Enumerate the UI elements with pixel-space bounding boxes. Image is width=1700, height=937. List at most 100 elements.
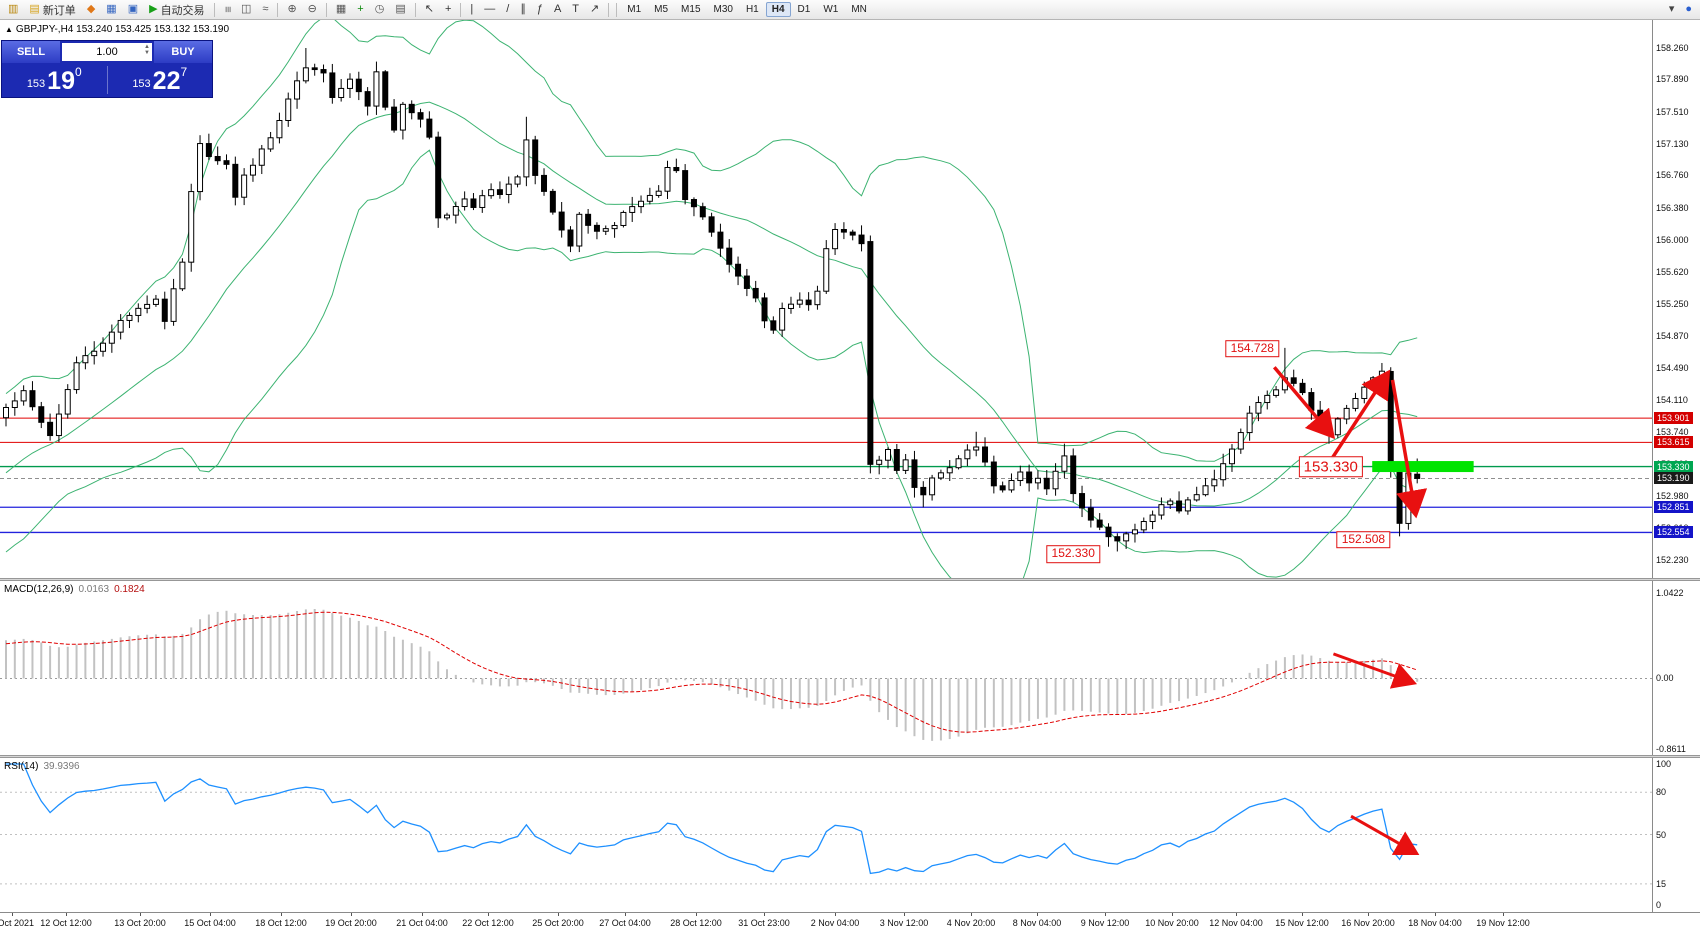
text-icon: A	[553, 3, 562, 15]
time-tick	[904, 913, 905, 916]
time-tick	[764, 913, 765, 916]
time-label: 21 Oct 04:00	[396, 918, 448, 928]
navigator-icon[interactable]: ▣	[123, 1, 143, 18]
price-tick-label: 157.510	[1656, 106, 1689, 117]
price-tick-label: 155.620	[1656, 267, 1689, 278]
compass-icon: ◆	[86, 3, 96, 15]
new-order-button-label: 新订单	[42, 4, 76, 17]
time-tick	[1503, 913, 1504, 916]
timeframe-h4[interactable]: H4	[765, 2, 791, 17]
panel-splitter[interactable]	[0, 578, 1700, 581]
panel-splitter[interactable]	[0, 755, 1700, 758]
new-order-button[interactable]: ▤ 新订单	[24, 1, 80, 18]
time-tick	[140, 913, 141, 916]
indicators-icon[interactable]: +	[352, 1, 368, 18]
time-axis[interactable]: 1 Oct 2021 12 Oct 12:00 13 Oct 20:00 15 Oct…	[0, 912, 1700, 937]
price-tick-label: 156.760	[1656, 170, 1689, 181]
horizontal-line-icon[interactable]: —	[479, 1, 500, 18]
timeframe-w1[interactable]: W1	[823, 4, 839, 15]
candlestick-icon[interactable]: ◫	[236, 1, 256, 18]
timeframe-m1[interactable]: M1	[627, 4, 642, 15]
time-label: 8 Nov 04:00	[1012, 918, 1062, 928]
toolbar-separator	[325, 2, 327, 17]
templates-icon[interactable]: ▤	[390, 1, 410, 18]
vertical-line-icon[interactable]: |	[465, 1, 478, 18]
periods-icon[interactable]: ◷	[370, 1, 390, 18]
timeframe-m5[interactable]: M5	[654, 4, 669, 15]
timeframe-m15[interactable]: M15	[681, 4, 701, 15]
trendline-icon[interactable]: /	[501, 1, 514, 18]
spinner-up-icon[interactable]: ▲	[144, 44, 150, 50]
main-chart-panel[interactable]: ▲ GBPJPY-,H4 153.240 153.425 153.132 153.…	[0, 20, 1700, 578]
trendline-icon: /	[506, 3, 510, 15]
time-label: 18 Oct 12:00	[255, 918, 307, 928]
bar-chart-icon[interactable]: ≡	[219, 1, 235, 18]
time-label: 12 Oct 12:00	[40, 918, 92, 928]
channel-icon[interactable]: ∥	[515, 1, 531, 18]
rsi-indicator-chart[interactable]	[0, 758, 1652, 912]
time-tick	[12, 913, 13, 916]
time-label: 9 Nov 12:00	[1080, 918, 1130, 928]
autotrade-button[interactable]: ▶ 自动交易	[144, 1, 209, 18]
sell-button[interactable]: SELL	[2, 41, 60, 63]
time-label: 3 Nov 12:00	[879, 918, 929, 928]
rsi-tick-label: 50	[1656, 829, 1667, 840]
price-tick-label: 152.230	[1656, 554, 1689, 565]
macd-annotation-arrow	[1332, 652, 1418, 689]
label-icon[interactable]: T	[567, 1, 584, 18]
level-lines	[0, 417, 1652, 534]
dropdown-icon[interactable]: ▾	[1668, 3, 1675, 15]
time-label: 27 Oct 04:00	[599, 918, 651, 928]
community-icon[interactable]: ●	[1685, 3, 1692, 15]
market-watch-icon[interactable]: ▦	[101, 1, 121, 18]
text-icon[interactable]: A	[549, 1, 566, 18]
bid-prefix: 153	[26, 78, 46, 90]
macd-indicator-chart[interactable]	[0, 581, 1652, 755]
rsi-panel[interactable]: RSI(14) 39.9396 100 80 50 15 0	[0, 758, 1700, 912]
crosshair-icon[interactable]: +	[440, 1, 456, 18]
macd-panel[interactable]: MACD(12,26,9) 0.0163 0.1824 1.0422 0.00 -0.8…	[0, 581, 1700, 755]
ask-prefix: 153	[132, 78, 151, 90]
line-chart-icon[interactable]: ≈	[257, 1, 273, 18]
volume-input[interactable]: 1.00 ▲ ▼	[62, 43, 152, 61]
navigator-icon: ▣	[127, 3, 139, 15]
rsi-value: 39.9396	[43, 761, 80, 772]
buy-button[interactable]: BUY	[154, 41, 212, 63]
rsi-axis[interactable]: 100 80 50 15 0	[1652, 758, 1700, 912]
candlestick-icon: ◫	[240, 3, 252, 15]
tile-windows-icon[interactable]: ▦	[331, 1, 351, 18]
zoom-out-icon[interactable]: ⊖	[303, 1, 322, 18]
bid-ask-divider	[106, 66, 108, 94]
toolbar-separator	[608, 2, 610, 17]
arrows-icon[interactable]: ↗	[585, 1, 604, 18]
compass-icon[interactable]: ◆	[82, 1, 100, 18]
time-label: 15 Oct 04:00	[184, 918, 236, 928]
price-tick-label: 155.250	[1656, 298, 1689, 309]
candles-group	[3, 48, 1421, 552]
price-axis[interactable]: 158.260 157.890 157.510 157.130 156.760 156.3…	[1652, 20, 1700, 578]
time-label: 10 Nov 20:00	[1145, 918, 1199, 928]
new-chart-icon[interactable]: ▥	[3, 1, 23, 18]
macd-axis[interactable]: 1.0422 0.00 -0.8611	[1652, 581, 1700, 755]
symbol-ohlc-line: ▲ GBPJPY-,H4 153.240 153.425 153.132 153.…	[5, 24, 229, 35]
volume-value: 1.00	[96, 46, 118, 58]
toolbar-separator	[616, 2, 618, 17]
time-label: 16 Nov 20:00	[1341, 918, 1395, 928]
timeframe-h1[interactable]: H1	[745, 4, 759, 15]
toolbar-separator	[414, 2, 416, 17]
time-tick	[66, 913, 67, 916]
price-tick-label: 154.870	[1656, 330, 1689, 341]
candlestick-chart[interactable]	[0, 20, 1652, 578]
cursor-icon[interactable]: ↖	[420, 1, 439, 18]
timeframe-mn[interactable]: MN	[851, 4, 867, 15]
time-tick	[210, 913, 211, 916]
timeframe-d1[interactable]: D1	[797, 4, 811, 15]
line-chart-icon: ≈	[262, 3, 269, 15]
timeframe-m30[interactable]: M30	[713, 4, 733, 15]
zoom-in-icon[interactable]: ⊕	[282, 1, 301, 18]
spinner-down-icon[interactable]: ▼	[144, 50, 150, 56]
fibonacci-icon[interactable]: ƒ	[532, 1, 548, 18]
macd-main-value: 0.0163	[78, 584, 110, 595]
periods-icon: ◷	[374, 3, 385, 15]
volume-spinner[interactable]: ▲ ▼	[144, 44, 150, 56]
